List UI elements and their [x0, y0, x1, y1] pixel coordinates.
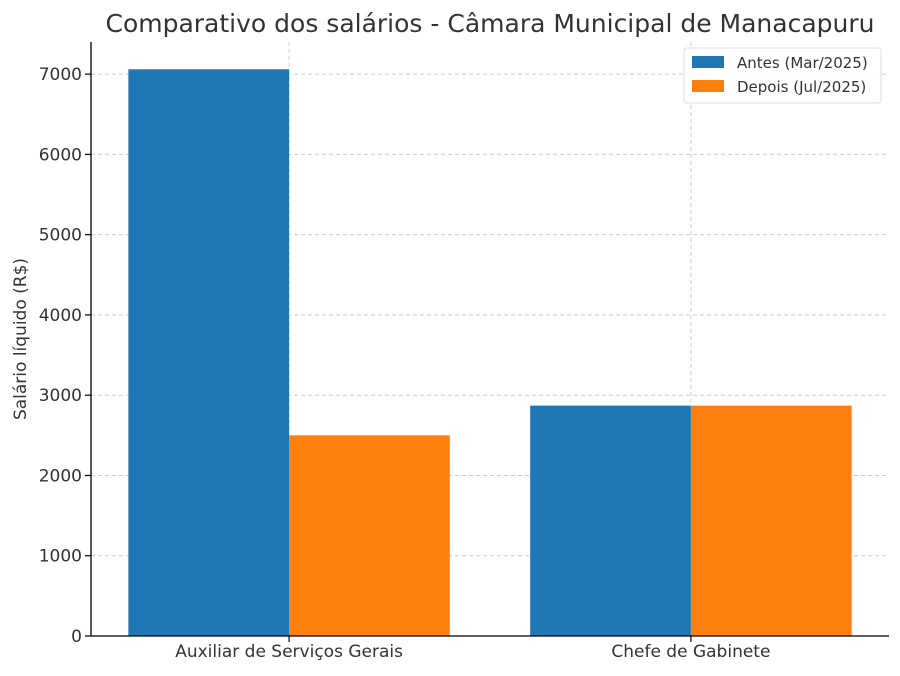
- bar-depois: [289, 435, 450, 636]
- x-tick-label: Auxiliar de Serviços Gerais: [175, 642, 403, 662]
- legend-label: Antes (Mar/2025): [737, 54, 868, 72]
- y-axis-label: Salário líquido (R$): [11, 258, 31, 420]
- y-tick-label: 3000: [39, 386, 82, 406]
- bar-depois: [690, 405, 852, 636]
- legend-swatch: [692, 56, 724, 68]
- bar-antes: [128, 69, 290, 637]
- y-tick-label: 6000: [39, 145, 82, 165]
- legend-swatch: [692, 80, 724, 92]
- chart-title: Comparativo dos salários - Câmara Munici…: [105, 9, 874, 38]
- y-tick-label: 1000: [39, 547, 82, 567]
- y-tick-label: 0: [71, 627, 82, 647]
- bars: [128, 69, 852, 637]
- y-tick-label: 2000: [39, 466, 82, 486]
- y-tick-label: 7000: [39, 65, 82, 85]
- axes: 0 1000 2000 3000 4000 5000 6000 7000 Auxiliar de…: [39, 42, 889, 662]
- y-tick-label: 5000: [39, 226, 82, 246]
- x-tick-label: Chefe de Gabinete: [611, 642, 770, 662]
- legend-label: Depois (Jul/2025): [737, 78, 866, 96]
- y-tick-label: 4000: [39, 306, 82, 326]
- legend: Antes (Mar/2025) Depois (Jul/2025): [683, 47, 882, 104]
- bar-antes: [530, 405, 691, 636]
- legend-box: [683, 47, 882, 104]
